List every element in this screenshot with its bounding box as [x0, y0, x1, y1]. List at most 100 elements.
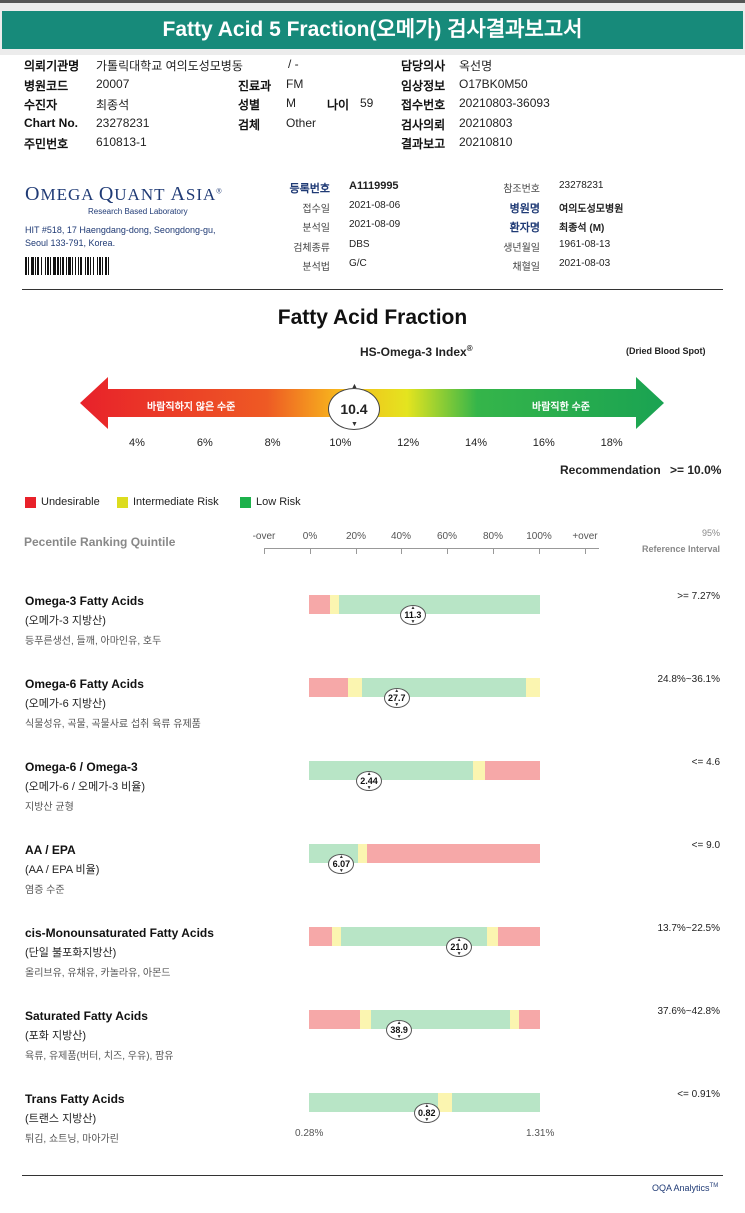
barcode-bar [87, 257, 89, 275]
lab-name-initial-o: O [25, 183, 41, 205]
result-reference: >= 7.27% [677, 591, 720, 602]
patient-info-label: 진료과 [238, 78, 272, 93]
result-bar-segment [452, 1093, 540, 1112]
result-bar [309, 927, 540, 946]
barcode-bar [47, 257, 49, 275]
age-value: 59 [360, 96, 374, 110]
result-bar [309, 1093, 540, 1112]
lab-address-line1: HIT #518, 17 Haengdang-dong, Seongdong-g… [25, 225, 216, 235]
barcode-bar [53, 257, 56, 275]
scale-tick [447, 548, 448, 554]
result-bar [309, 761, 540, 780]
scale-tick [539, 548, 540, 554]
sample-info-label: 병원명 [509, 202, 540, 215]
sample-info-label: 등록번호 [289, 183, 330, 195]
result-value-marker: 38.9 [386, 1020, 413, 1040]
result-name: AA / EPA [25, 843, 76, 857]
scale-tick [585, 548, 586, 554]
sample-type: (Dried Blood Spot) [626, 346, 706, 356]
index-marker-up-arrow: ▲ [350, 383, 358, 390]
result-subtitle: (오메가-6 지방산) [25, 698, 106, 710]
recommendation: Recommendation >= 10.0% [560, 463, 721, 477]
fraction-title: Fatty Acid Fraction [277, 306, 468, 329]
patient-info-value: 20210803 [459, 115, 513, 130]
patient-info-label: 수진자 [24, 98, 58, 112]
sample-info-label: 검체종류 [293, 242, 330, 254]
barcode-bar [80, 257, 82, 275]
result-value-marker: 27.7 [383, 688, 410, 708]
lab-tagline: Research Based Laboratory [88, 207, 188, 216]
result-bar-segment [359, 1010, 372, 1029]
result-name: Trans Fatty Acids [25, 1092, 125, 1106]
scale-tick [310, 548, 311, 554]
lab-logo: OMEGA QUANT ASIA® [25, 183, 221, 206]
scale-tick [264, 548, 265, 554]
footer-tm: TM [709, 1183, 719, 1189]
result-bar-segment [438, 1093, 453, 1112]
footer-brand-text: OQA Analytics [652, 1183, 710, 1193]
index-tick-label: 4% [129, 437, 145, 449]
index-tick-label: 6% [196, 437, 213, 449]
barcode-bar [78, 257, 79, 275]
barcode-bar [60, 257, 61, 275]
result-bar-segment [357, 844, 367, 863]
patient-info-label: 담당의사 [401, 59, 446, 73]
result-bar-segment [366, 844, 540, 863]
barcode-bar [99, 257, 101, 275]
lab-name-rest-1: MEGA [40, 185, 99, 204]
result-bar [309, 1010, 540, 1029]
result-max-label: 1.31% [526, 1128, 555, 1139]
result-name: cis-Monounsaturated Fatty Acids [25, 926, 214, 940]
index-tick-label: 18% [600, 437, 623, 449]
sample-info-label: 접수일 [302, 203, 330, 215]
lab-name-rest-2: UANT [114, 185, 171, 204]
barcode-bar [28, 257, 29, 275]
result-description: 등푸른생선, 들깨, 아마인유, 호두 [25, 636, 162, 647]
scale-label: 100% [526, 531, 552, 542]
barcode-bar [90, 257, 91, 275]
patient-info-label: 의뢰기관명 [24, 59, 80, 73]
result-subtitle: (포화 지방산) [25, 1030, 86, 1042]
sample-info-value: 1961-08-13 [559, 238, 611, 250]
result-bar-segment [309, 595, 330, 614]
patient-info-label: 성별 [238, 98, 261, 112]
barcode-bar [35, 257, 36, 275]
patient-info-label: 검체 [238, 117, 261, 132]
result-bar-segment [309, 678, 349, 697]
result-reference: 24.8%~36.1% [657, 674, 720, 685]
result-bar-segment [486, 927, 499, 946]
scale-label: 80% [482, 531, 503, 542]
patient-info-value: Other [286, 115, 317, 130]
result-reference: 37.6%~42.8% [657, 1006, 720, 1017]
scale-label: 60% [436, 531, 457, 542]
barcode-bar [31, 257, 34, 275]
barcode-bar [45, 257, 46, 275]
divider-bottom [22, 1175, 723, 1176]
result-value-marker: 11.3 [399, 605, 426, 625]
patient-info-label: 접수번호 [401, 98, 446, 112]
barcode-bar [97, 257, 98, 275]
result-subtitle: (오메가-3 지방산) [25, 615, 106, 627]
result-bar-segment [309, 1093, 439, 1112]
sample-info-label: 분석법 [302, 262, 330, 273]
result-bar [309, 844, 540, 863]
scale-label: 40% [390, 531, 411, 542]
sample-info-label: 환자명 [509, 222, 540, 234]
ref-title-2: Reference Interval [641, 544, 720, 554]
sample-info-value: A1119995 [349, 180, 399, 192]
barcode-bar [66, 257, 67, 275]
lab-name-initial-a: A [170, 183, 186, 205]
result-bar-segment [339, 595, 540, 614]
sample-info-label: 참조번호 [503, 184, 540, 195]
scale-label: 0% [302, 531, 318, 542]
result-name: Omega-6 / Omega-3 [25, 760, 138, 774]
result-bar-segment [498, 927, 540, 946]
sample-info-value: 23278231 [559, 180, 604, 191]
index-label-text: HS-Omega-3 Index [360, 345, 467, 359]
barcode-bar [93, 257, 94, 275]
index-tick-label: 8% [264, 437, 281, 449]
patient-info-value: 최종석 [96, 98, 130, 112]
legend-label: Intermediate Risk [133, 496, 219, 508]
result-bar-segment [309, 1010, 360, 1029]
legend-swatch [240, 497, 251, 508]
